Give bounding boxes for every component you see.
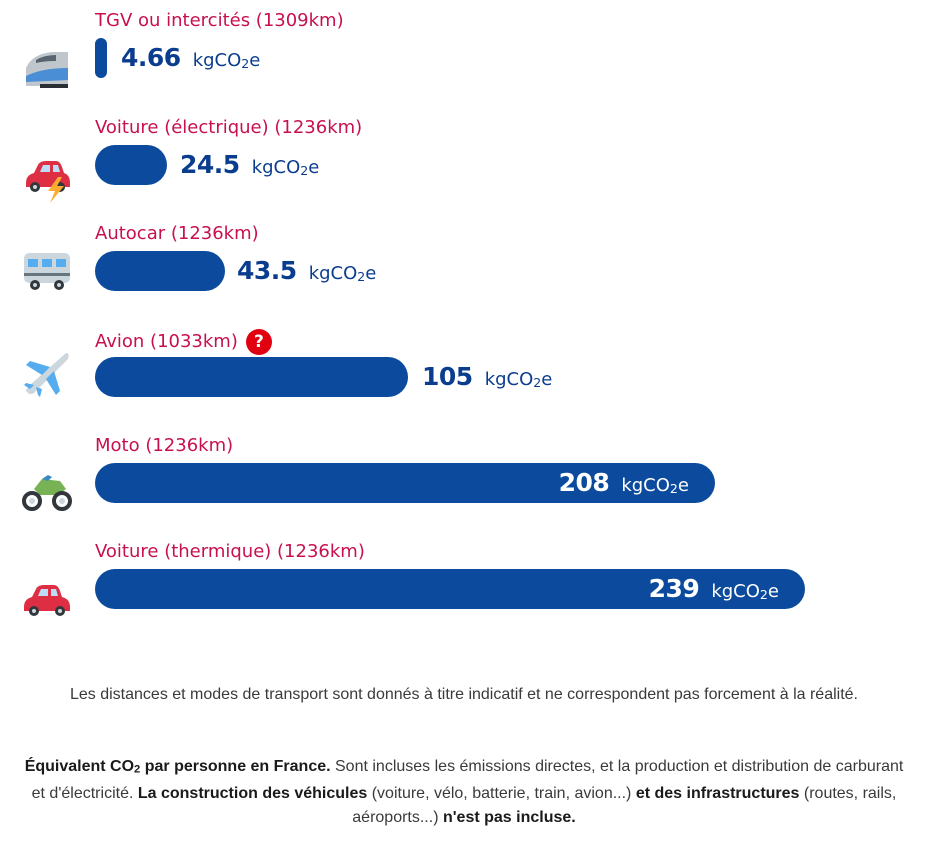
bar-row-bus: Autocar (1236km) 43.5 kgCO2e xyxy=(0,223,928,323)
bar-value: 208 kgCO2e xyxy=(558,468,689,497)
airplane-icon xyxy=(24,353,69,397)
bar-label: Autocar (1236km) xyxy=(95,223,259,244)
bar-label: Voiture (thermique) (1236km) xyxy=(95,541,365,562)
bar-car: 239 kgCO2e xyxy=(95,569,805,609)
bar-bus xyxy=(95,251,225,291)
bar-value: 24.5 kgCO2e xyxy=(180,150,320,179)
bar-row-airplane: Avion (1033km)? 105 kgCO2e xyxy=(0,329,928,429)
bar-value: 239 kgCO2e xyxy=(648,574,779,603)
bar-label: TGV ou intercités (1309km) xyxy=(95,10,344,31)
electric-car-icon xyxy=(26,161,70,203)
bar-value: 4.66 kgCO2e xyxy=(121,43,261,72)
bar-row-motorcycle: Moto (1236km) 208 kgCO2e xyxy=(0,435,928,535)
bar-row-tgv: TGV ou intercités (1309km) 4.66 kgCO2e xyxy=(0,10,928,110)
bar-row-electric-car: Voiture (électrique) (1236km) 24.5 kgCO2e xyxy=(0,117,928,217)
bar-airplane xyxy=(95,357,408,397)
bar-label: Avion (1033km)? xyxy=(95,329,272,355)
bar-motorcycle: 208 kgCO2e xyxy=(95,463,715,503)
bar-value: 105 kgCO2e xyxy=(422,362,553,391)
help-icon[interactable]: ? xyxy=(245,329,272,355)
motorcycle-icon xyxy=(22,475,72,511)
bar-value: 43.5 kgCO2e xyxy=(237,256,377,285)
train-icon xyxy=(26,52,68,88)
bar-label: Moto (1236km) xyxy=(95,435,234,456)
bar-tgv xyxy=(95,38,107,78)
car-icon xyxy=(24,585,70,616)
methodology-text: Équivalent CO2 par personne en France. S… xyxy=(24,758,904,826)
bar-row-car: Voiture (thermique) (1236km) 239 kgCO2e xyxy=(0,541,928,641)
bar-electric-car xyxy=(95,145,167,185)
bus-icon xyxy=(24,253,70,290)
disclaimer-text: Les distances et modes de transport sont… xyxy=(69,686,858,703)
bar-label: Voiture (électrique) (1236km) xyxy=(95,117,363,138)
